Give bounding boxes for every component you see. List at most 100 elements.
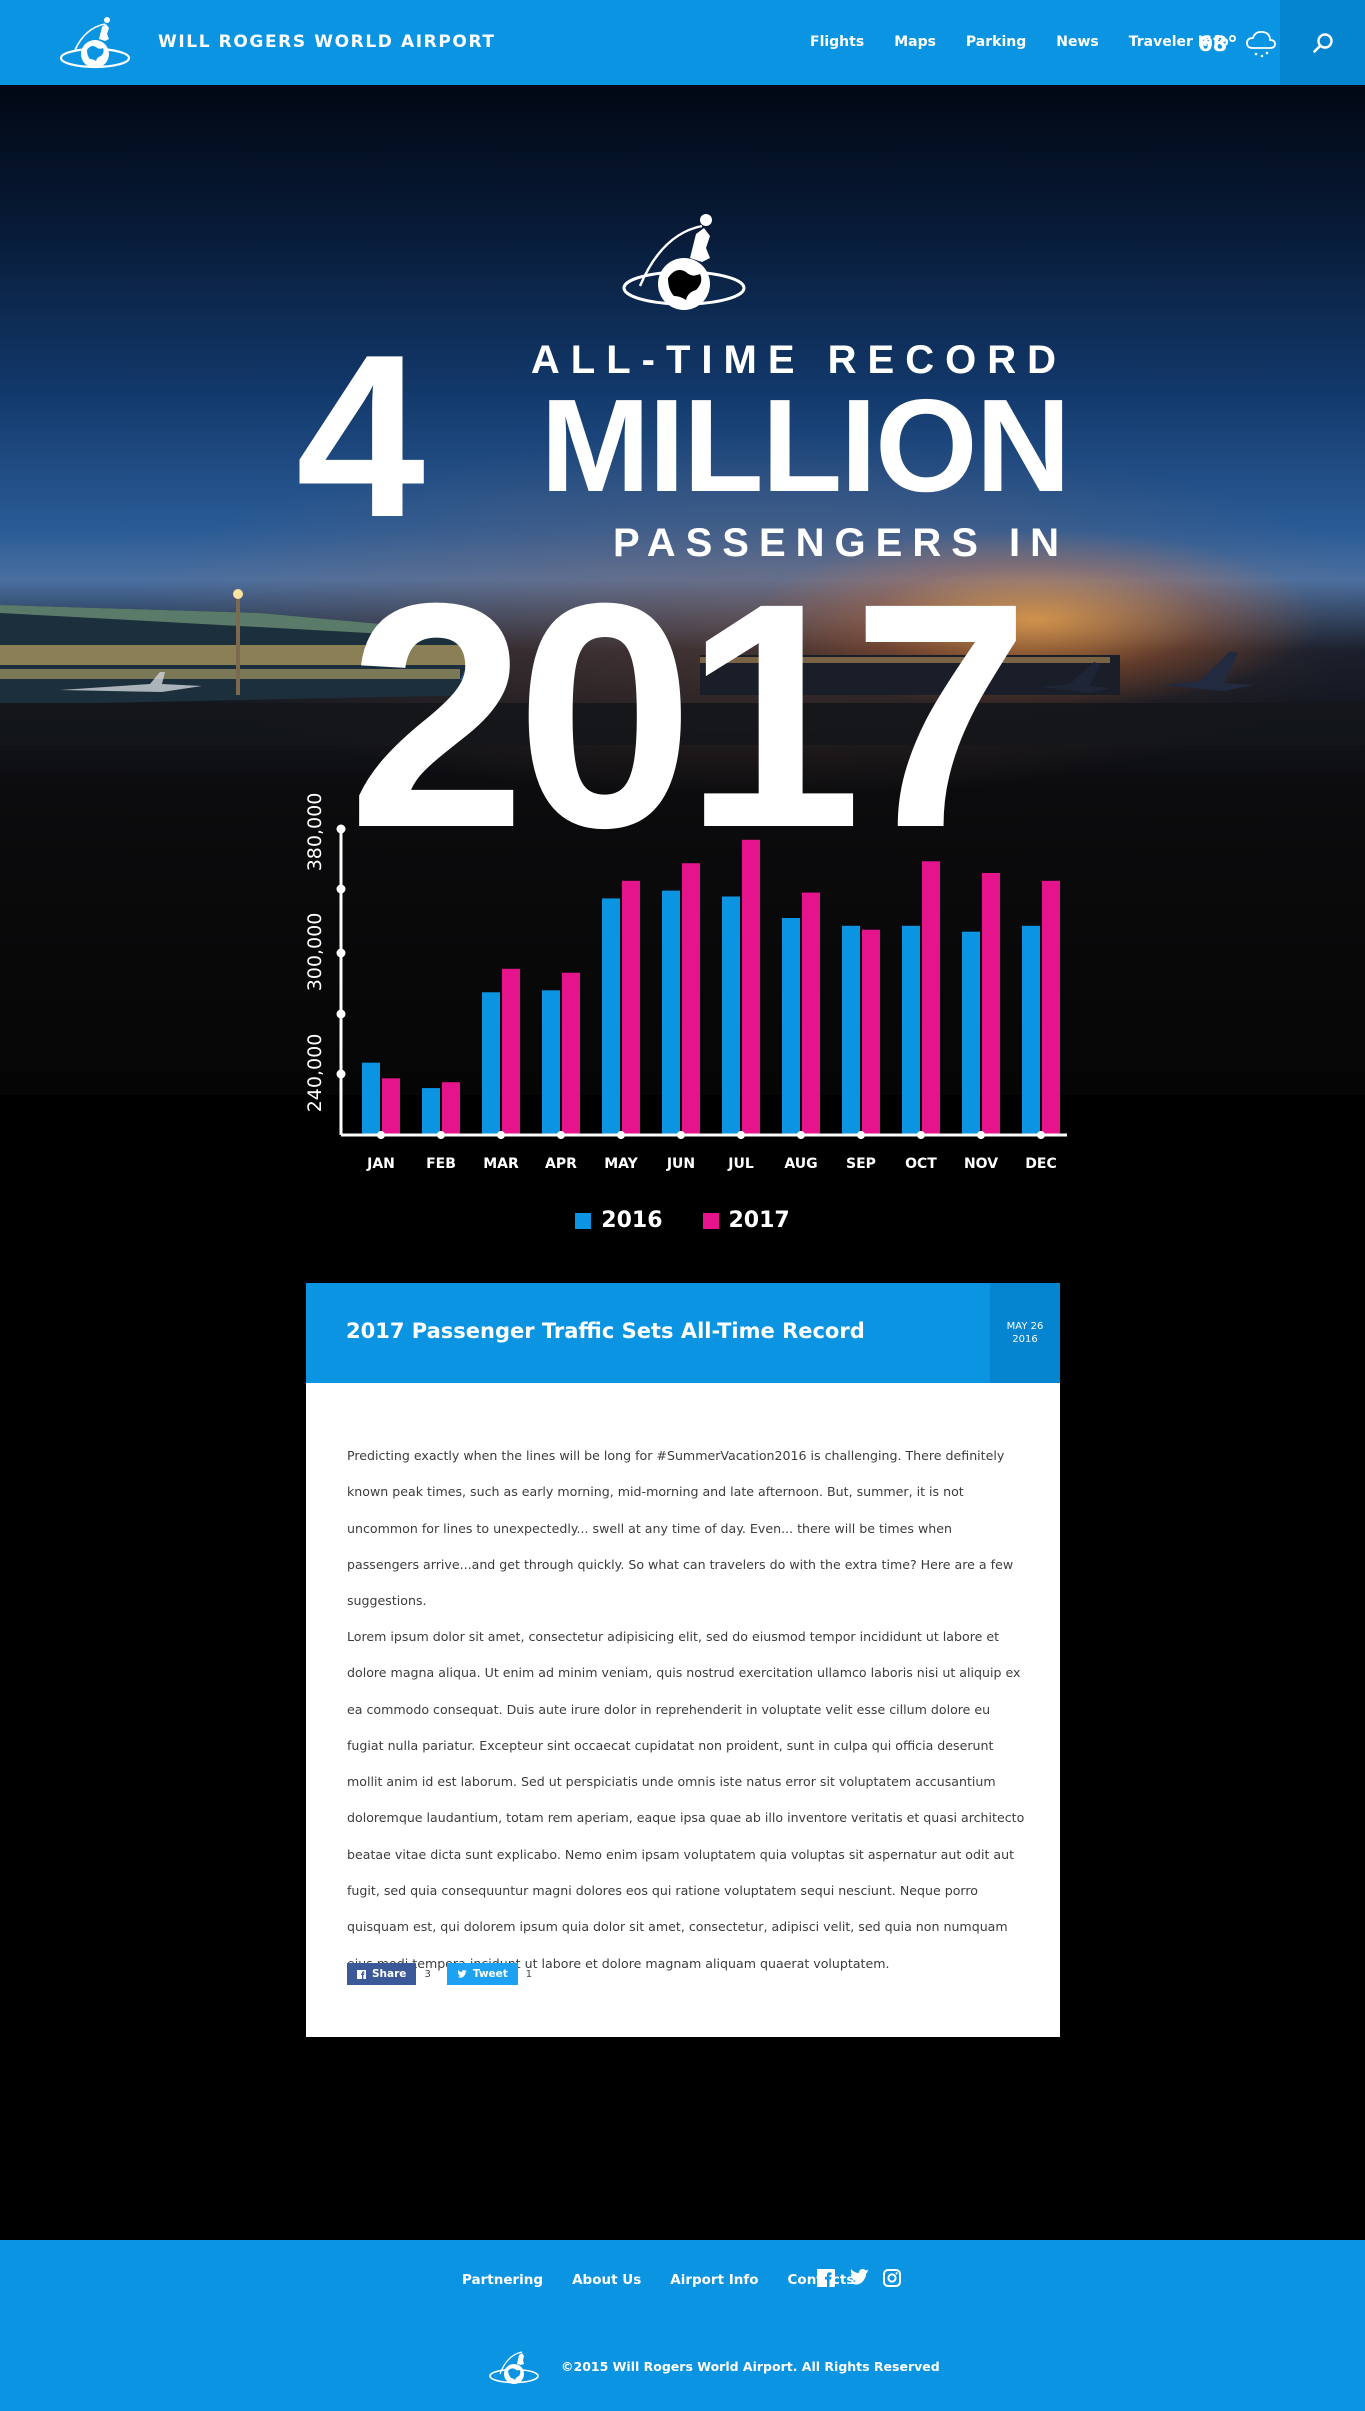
x-tick-label: JAN (366, 1156, 395, 1172)
twitter-tweet-count: 1 (525, 1968, 533, 1980)
article-title: 2017 Passenger Traffic Sets All-Time Rec… (346, 1319, 865, 1343)
footer-link-airport-info[interactable]: Airport Info (670, 2272, 759, 2288)
twitter-icon (457, 1969, 467, 1978)
nav-link-maps[interactable]: Maps (894, 34, 936, 50)
twitter-tweet-label: Tweet (472, 1968, 508, 1980)
legend-swatch-2016 (575, 1212, 592, 1229)
article-paragraph: Predicting exactly when the lines will b… (347, 1448, 1014, 1609)
x-tick-label: NOV (964, 1156, 998, 1172)
nav-link-parking[interactable]: Parking (965, 34, 1027, 50)
bar-2016-jan (362, 1062, 380, 1135)
main-nav: Flights Maps Parking News Traveler Info (810, 34, 1229, 50)
bar-2017-oct (922, 861, 940, 1135)
bar-2017-apr (562, 972, 580, 1135)
hero-headline-top: ALL-TIME RECORD (530, 338, 1067, 382)
chart-legend: 2016 2017 (0, 1208, 1365, 1233)
y-axis-marker (336, 1009, 346, 1019)
bar-2016-aug (782, 917, 800, 1135)
footer-links-bar: Partnering About Us Airport Info Contact… (0, 2240, 1365, 2324)
airport-name[interactable]: WILL ROGERS WORLD AIRPORT (158, 32, 496, 52)
y-axis-marker (336, 824, 346, 834)
share-bar: Share 3 Tweet 1 (347, 1963, 532, 1985)
x-tick-label: FEB (426, 1156, 456, 1172)
footer-copyright-bar: ©2015 Will Rogers World Airport. All Rig… (0, 2324, 1365, 2411)
twitter-icon[interactable] (849, 2269, 869, 2286)
bar-2017-nov (982, 873, 1000, 1135)
bar-2017-feb (442, 1082, 460, 1135)
legend-item-2017: 2017 (702, 1208, 790, 1233)
facebook-icon[interactable] (817, 2269, 835, 2287)
x-tick-label: JUN (666, 1156, 695, 1172)
bar-2017-mar (502, 968, 520, 1135)
y-tick-label: 300,000 (304, 913, 326, 992)
legend-label-2016: 2016 (601, 1208, 663, 1233)
bar-2016-nov (962, 931, 980, 1135)
article-date-year: 2016 (1012, 1334, 1038, 1345)
hero-number: 4 (296, 307, 425, 566)
copyright-text: ©2015 Will Rogers World Airport. All Rig… (561, 2359, 940, 2374)
hero-headline-main: MILLION (540, 372, 1071, 519)
bar-2016-sep (842, 925, 860, 1135)
footer-airport-logo (489, 2351, 539, 2384)
y-tick-label: 380,000 (304, 793, 326, 872)
facebook-share-button[interactable]: Share (347, 1963, 417, 1985)
airport-logo[interactable] (55, 6, 140, 78)
cloud-snow-icon (1245, 30, 1276, 58)
instagram-icon[interactable] (883, 2269, 901, 2287)
terminal-background-image (0, 589, 1365, 745)
nav-link-flights[interactable]: Flights (810, 34, 865, 50)
weather-widget[interactable]: 68° (1198, 28, 1278, 60)
bar-2016-may (602, 898, 620, 1135)
article-header: 2017 Passenger Traffic Sets All-Time Rec… (306, 1283, 1060, 1383)
footer-link-partnering[interactable]: Partnering (462, 2272, 544, 2288)
x-tick-label: SEP (846, 1156, 876, 1172)
bar-2017-dec (1042, 880, 1060, 1135)
x-tick-label: JUL (727, 1156, 754, 1172)
bar-2017-may (622, 880, 640, 1135)
bar-2017-jul (742, 839, 760, 1135)
nav-link-traveler-info[interactable]: Traveler Info (1128, 34, 1229, 50)
hero-airport-logo (622, 214, 746, 310)
y-axis-marker (336, 884, 346, 894)
bar-2016-jul (722, 896, 740, 1135)
temperature: 68° (1198, 32, 1238, 56)
bar-2017-sep (862, 929, 880, 1135)
bar-2016-dec (1022, 925, 1040, 1135)
y-axis-marker (336, 1069, 346, 1079)
bar-2016-oct (902, 925, 920, 1135)
bar-2016-mar (482, 992, 500, 1135)
bar-2016-jun (662, 890, 680, 1135)
nav-link-news[interactable]: News (1056, 34, 1099, 50)
facebook-icon (357, 1969, 366, 1979)
hero-year: 2017 (348, 536, 1030, 894)
top-navigation-bar: WILL ROGERS WORLD AIRPORT Flights Maps P… (0, 0, 1365, 85)
article-paragraph: Lorem ipsum dolor sit amet, consectetur … (347, 1629, 1025, 1971)
bar-2016-feb (422, 1088, 440, 1135)
bar-2017-aug (802, 892, 820, 1135)
legend-swatch-2017 (702, 1212, 719, 1229)
footer-link-about-us[interactable]: About Us (572, 2272, 642, 2288)
facebook-share-label: Share (372, 1968, 407, 1980)
passenger-bar-chart: JAN FEB MAR APR MAY JUN JUL AUG SEP OCT NOV DEC 240,… (304, 793, 1067, 1172)
x-tick-label: DEC (1025, 1156, 1056, 1172)
x-tick-label: APR (545, 1156, 577, 1172)
bar-2016-apr (542, 990, 560, 1135)
article-date-month-day: MAY 26 (1006, 1321, 1044, 1332)
x-tick-label: AUG (784, 1156, 817, 1172)
bar-2017-jan (382, 1078, 400, 1135)
search-icon (1312, 32, 1333, 53)
x-tick-label: OCT (905, 1156, 937, 1172)
search-button[interactable] (1280, 0, 1365, 85)
article-body: Predicting exactly when the lines will b… (306, 1383, 1060, 2037)
hero-headline-bottom: PASSENGERS IN (613, 521, 1069, 565)
legend-item-2016: 2016 (575, 1208, 663, 1233)
x-tick-label: MAR (483, 1156, 519, 1172)
twitter-tweet-button[interactable]: Tweet (446, 1963, 518, 1985)
y-tick-label: 240,000 (304, 1034, 326, 1113)
legend-label-2017: 2017 (728, 1208, 790, 1233)
x-tick-label: MAY (604, 1156, 638, 1172)
footer-nav: Partnering About Us Airport Info Contact… (462, 2272, 854, 2288)
facebook-share-count: 3 (424, 1968, 431, 1980)
bar-2017-jun (682, 863, 700, 1135)
hero-section: 4 ALL-TIME RECORD MILLION PASSENGERS IN … (0, 85, 1365, 1095)
